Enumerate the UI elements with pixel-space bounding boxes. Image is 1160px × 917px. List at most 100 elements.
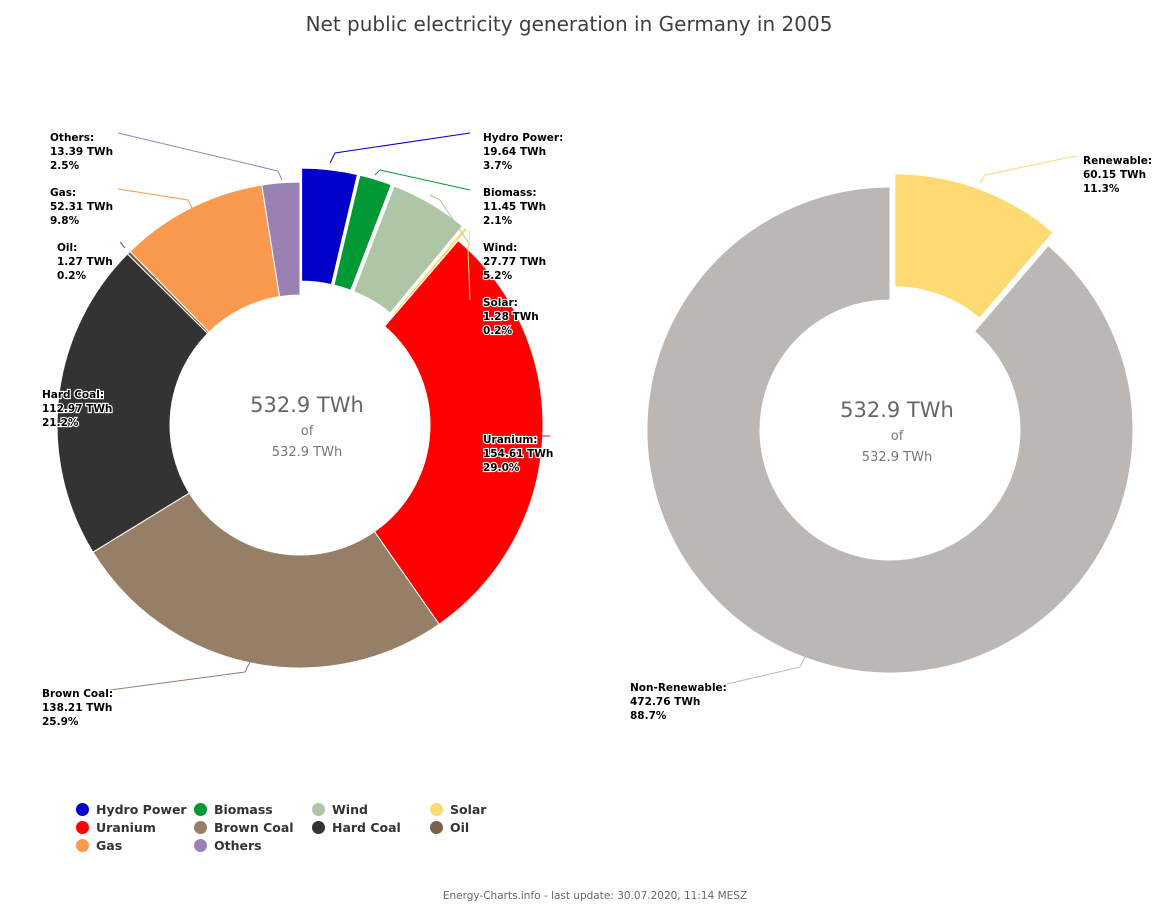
label-name: Brown Coal:	[42, 688, 113, 700]
legend-label: Brown Coal	[214, 819, 294, 835]
legend-label: Solar	[450, 801, 487, 817]
legend-marker	[312, 802, 325, 816]
legend-item-solar[interactable]: Solar	[430, 800, 486, 818]
data-label-gas: Gas: 52.31 TWh 9.8%	[50, 187, 113, 227]
slice-biomass[interactable]	[333, 174, 392, 291]
label-percent: 25.9%	[42, 716, 79, 728]
label-percent: 29.0%	[483, 462, 520, 474]
slice-hard-coal[interactable]	[56, 253, 209, 553]
legend-label: Biomass	[214, 801, 273, 817]
legend-item-uranium[interactable]: Uranium	[76, 818, 156, 836]
connector-wind	[429, 194, 471, 246]
label-value: 1.28 TWh	[483, 311, 539, 323]
connector-non-renewable	[726, 656, 806, 685]
connector-others	[117, 132, 283, 181]
label-name: Biomass:	[483, 187, 537, 199]
label-name: Hard Coal:	[42, 389, 104, 401]
connector-hydro-power	[329, 132, 471, 164]
connector-oil	[119, 241, 126, 249]
legend-item-wind[interactable]: Wind	[312, 800, 368, 818]
label-percent: 0.2%	[483, 325, 513, 337]
legend-label: Uranium	[96, 819, 156, 835]
label-value: 1.27 TWh	[57, 256, 113, 268]
footer-credit: Energy-Charts.info - last update: 30.07.…	[442, 890, 748, 902]
legend-label: Wind	[332, 801, 368, 817]
center-of-total: 532.9 TWh	[272, 445, 342, 460]
label-value: 52.31 TWh	[50, 201, 113, 213]
connector-biomass	[374, 169, 471, 191]
label-value: 11.45 TWh	[483, 201, 546, 213]
legend-item-gas[interactable]: Gas	[76, 836, 122, 854]
label-name: Renewable:	[1083, 155, 1152, 167]
donut-chart-1: Hydro Power: 19.64 TWh 3.7% Biomass: 11.45 T…	[41, 131, 565, 729]
legend-item-oil[interactable]: Oil	[430, 818, 469, 836]
slice-wind[interactable]	[353, 185, 464, 314]
label-value: 138.21 TWh	[42, 702, 112, 714]
chart-title: Net public electricity generation in Ger…	[305, 12, 833, 36]
legend-label: Oil	[450, 819, 470, 835]
center-total: 532.9 TWh	[840, 398, 954, 422]
data-label-others: Others: 13.39 TWh 2.5%	[50, 132, 113, 172]
slice-renewable[interactable]	[894, 173, 1054, 319]
label-name: Gas:	[50, 187, 76, 199]
label-value: 13.39 TWh	[50, 146, 113, 158]
legend-label: Gas	[96, 837, 123, 853]
data-label-renewable: Renewable: 60.15 TWh 11.3%	[1083, 155, 1152, 195]
donut-charts: Hydro Power: 19.64 TWh 3.7% Biomass: 11.45 T…	[41, 131, 1153, 729]
slice-others[interactable]	[261, 181, 301, 298]
label-percent: 3.7%	[483, 160, 513, 172]
legend-marker	[194, 820, 207, 834]
legend-marker	[430, 802, 443, 816]
label-value: 112.97 TWh	[42, 403, 112, 415]
legend-item-hydro-power[interactable]: Hydro Power	[76, 800, 187, 818]
legend-label: Hard Coal	[332, 819, 401, 835]
legend-item-brown-coal[interactable]: Brown Coal	[194, 818, 294, 836]
slice-hydro-power[interactable]	[301, 167, 358, 286]
legend-label: Hydro Power	[96, 801, 187, 817]
label-name: Hydro Power:	[483, 132, 563, 144]
legend-marker	[76, 820, 89, 834]
data-label-hard-coal: Hard Coal: 112.97 TWh 21.2%	[42, 389, 112, 429]
label-percent: 2.5%	[50, 160, 80, 172]
label-value: 19.64 TWh	[483, 146, 546, 158]
label-name: Non-Renewable:	[630, 682, 727, 694]
legend-marker	[430, 820, 443, 834]
label-percent: 2.1%	[483, 215, 513, 227]
label-percent: 9.8%	[50, 215, 80, 227]
data-label-solar: Solar: 1.28 TWh 0.2%	[483, 297, 539, 337]
label-percent: 21.2%	[42, 417, 79, 429]
center-of: of	[891, 429, 904, 444]
label-percent: 5.2%	[483, 270, 513, 282]
slice-non-renewable[interactable]	[646, 186, 1134, 674]
label-name: Uranium:	[483, 434, 537, 446]
legend-marker	[194, 838, 207, 852]
legend-item-others[interactable]: Others	[194, 836, 262, 854]
data-label-biomass: Biomass: 11.45 TWh 2.1%	[483, 187, 546, 227]
slice-brown-coal[interactable]	[92, 492, 440, 669]
data-label-oil: Oil: 1.27 TWh 0.2%	[57, 242, 113, 282]
center-of-total: 532.9 TWh	[862, 450, 932, 465]
label-percent: 11.3%	[1083, 183, 1120, 195]
label-name: Solar:	[483, 297, 518, 309]
label-name: Wind:	[483, 242, 517, 254]
legend-marker	[312, 820, 325, 834]
connector-solar	[467, 229, 471, 301]
legend-item-hard-coal[interactable]: Hard Coal	[312, 818, 401, 836]
legend-label: Others	[214, 837, 262, 853]
legend-marker	[194, 802, 207, 816]
label-name: Others:	[50, 132, 94, 144]
label-percent: 0.2%	[57, 270, 87, 282]
center-total: 532.9 TWh	[250, 393, 364, 417]
data-label-non-renewable: Non-Renewable: 472.76 TWh 88.7%	[630, 682, 727, 722]
donut-chart-2: Renewable: 60.15 TWh 11.3% Non-Renewable: 47…	[629, 154, 1153, 723]
legend-item-biomass[interactable]: Biomass	[194, 800, 273, 818]
data-label-uranium: Uranium: 154.61 TWh 29.0%	[483, 434, 553, 474]
label-value: 27.77 TWh	[483, 256, 546, 268]
data-label-hydro-power: Hydro Power: 19.64 TWh 3.7%	[483, 132, 563, 172]
label-name: Oil:	[57, 242, 77, 254]
slice-uranium[interactable]	[373, 239, 544, 625]
label-value: 472.76 TWh	[630, 696, 700, 708]
data-label-wind: Wind: 27.77 TWh 5.2%	[483, 242, 546, 282]
data-label-brown-coal: Brown Coal: 138.21 TWh 25.9%	[42, 688, 113, 728]
connector-renewable	[979, 155, 1077, 184]
